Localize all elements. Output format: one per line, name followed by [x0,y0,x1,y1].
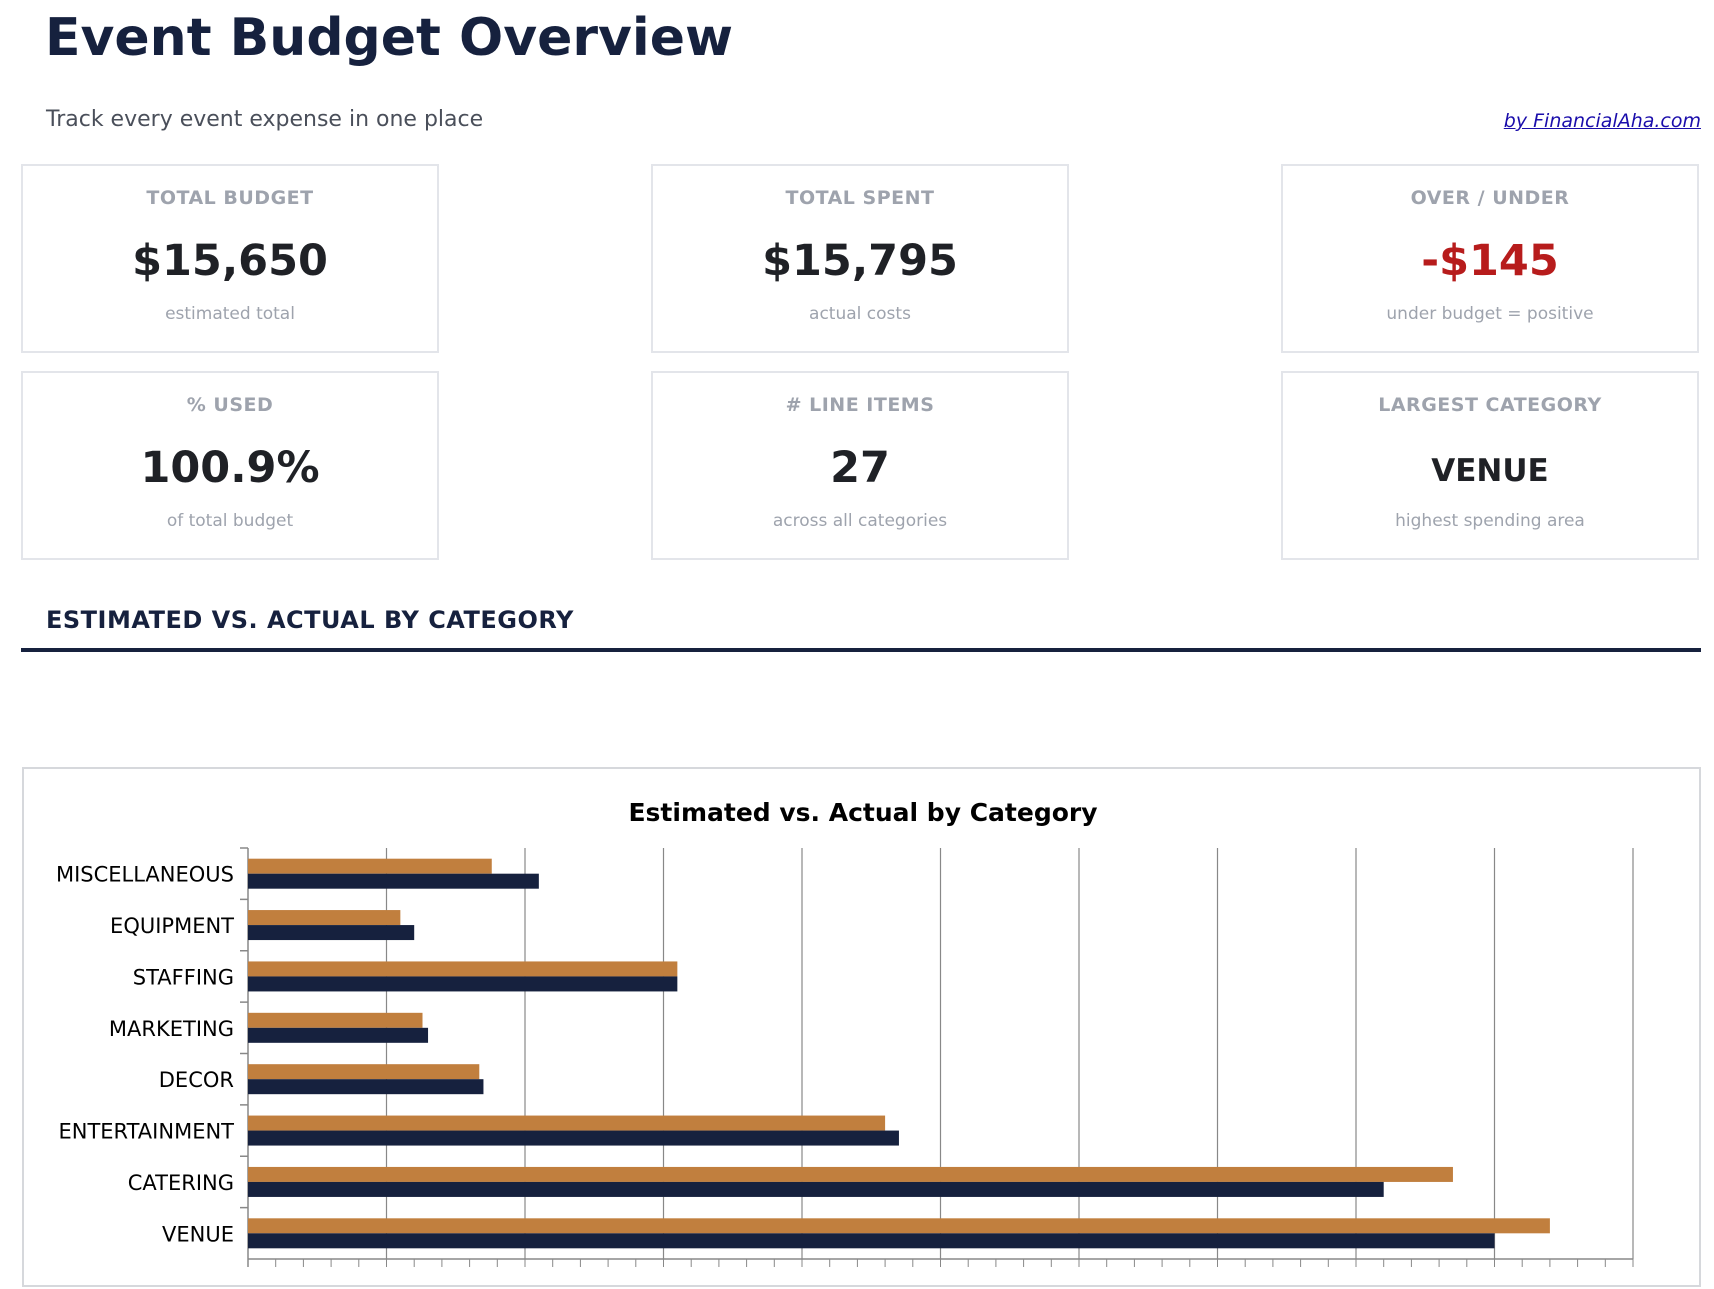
kpi-card-over-under: OVER / UNDER -$145 under budget = positi… [1281,164,1699,353]
bar-staffing-series-1 [248,961,678,977]
category-label: MISCELLANEOUS [56,863,234,887]
category-label: DECOR [159,1068,234,1092]
kpi-label: OVER / UNDER [1410,187,1570,209]
bar-miscellaneous-series-2 [248,873,539,889]
category-label: STAFFING [133,965,234,989]
kpi-label: TOTAL BUDGET [146,187,314,209]
bar-entertainment-series-2 [248,1130,899,1146]
section-divider [21,648,1701,652]
kpi-card-total-spent: TOTAL SPENT $15,795 actual costs [651,164,1069,353]
bar-decor-series-1 [248,1064,480,1080]
kpi-label: LARGEST CATEGORY [1378,394,1602,416]
chart-container: Estimated vs. Actual by Category MISCELLA… [22,767,1701,1287]
category-label: ENTERTAINMENT [58,1120,234,1144]
kpi-card-percent-used: % USED 100.9% of total budget [21,371,439,560]
bar-staffing-series-2 [248,976,678,992]
bar-entertainment-series-1 [248,1115,886,1131]
bar-marketing-series-2 [248,1027,429,1043]
page-title: Event Budget Overview [45,8,734,68]
kpi-subtext: estimated total [165,304,295,324]
credit-link[interactable]: by FinancialAha.com [1503,110,1701,132]
bar-decor-series-2 [248,1079,484,1095]
bar-venue-series-2 [248,1233,1495,1249]
kpi-label: # LINE ITEMS [785,394,935,416]
bar-equipment-series-2 [248,925,415,941]
kpi-value: 100.9% [140,443,320,493]
bar-catering-series-2 [248,1181,1384,1197]
bar-catering-series-1 [248,1166,1453,1182]
kpi-subtext: of total budget [166,511,294,531]
kpi-card-line-items: # LINE ITEMS 27 across all categories [651,371,1069,560]
bar-marketing-series-1 [248,1012,423,1028]
kpi-label: TOTAL SPENT [785,187,935,209]
bar-miscellaneous-series-1 [248,858,492,874]
category-label: CATERING [128,1171,234,1195]
category-label: VENUE [162,1222,234,1246]
bar-venue-series-1 [248,1218,1550,1234]
kpi-subtext: under budget = positive [1386,304,1594,324]
bar-equipment-series-1 [248,910,401,926]
kpi-value: VENUE [1431,453,1549,489]
page-subtitle: Track every event expense in one place [46,107,484,132]
kpi-label: % USED [186,394,274,416]
kpi-subtext: actual costs [809,304,911,324]
section-heading: ESTIMATED VS. ACTUAL BY CATEGORY [46,606,574,634]
category-label: EQUIPMENT [110,914,234,938]
bar-chart: Estimated vs. Actual by Category MISCELLA… [56,798,1634,1267]
kpi-value: -$145 [1421,236,1559,286]
category-label: MARKETING [109,1017,234,1041]
kpi-value: 27 [830,443,890,493]
kpi-subtext: highest spending area [1395,511,1585,531]
kpi-card-largest-category: LARGEST CATEGORY VENUE highest spending … [1281,371,1699,560]
kpi-value: $15,795 [762,236,958,286]
kpi-subtext: across all categories [772,511,948,531]
chart-title: Estimated vs. Actual by Category [628,798,1097,827]
kpi-value: $15,650 [132,236,328,286]
kpi-card-total-budget: TOTAL BUDGET $15,650 estimated total [21,164,439,353]
